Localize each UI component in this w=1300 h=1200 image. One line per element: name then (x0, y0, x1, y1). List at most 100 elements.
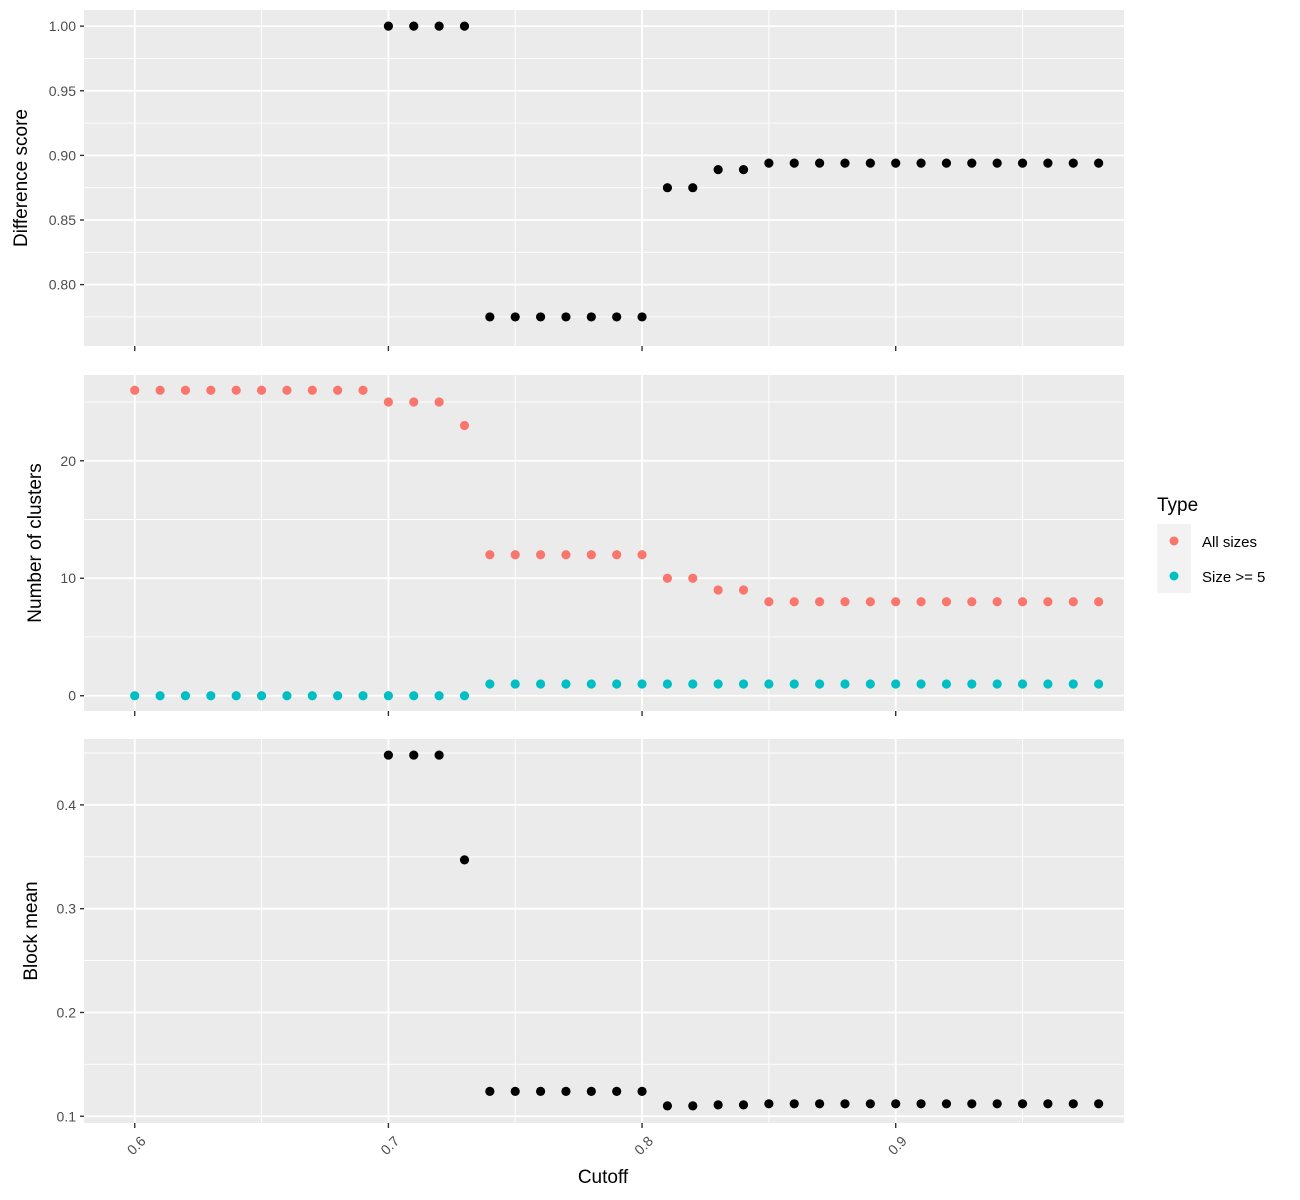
data-point (815, 158, 825, 168)
data-point (865, 158, 875, 168)
x-tick-label: 0.6 (124, 1133, 149, 1158)
legend-key-background (1157, 524, 1191, 593)
data-point-size-5 (535, 679, 546, 689)
y-axis-ticks: 0 10 20 (60, 453, 84, 704)
data-point-size-5 (510, 679, 520, 689)
data-point-all-sizes (1068, 597, 1078, 607)
data-points (383, 750, 1104, 1111)
data-point-size-5 (688, 679, 698, 689)
data-point (738, 1100, 749, 1110)
data-point (535, 1086, 546, 1096)
data-point (510, 1086, 520, 1096)
data-point (434, 750, 444, 760)
data-point-all-sizes (688, 573, 698, 583)
y-axis-ticks: 0.80 0.85 0.90 0.95 1.00 (49, 18, 84, 293)
data-point (1068, 158, 1078, 168)
data-point (1017, 1099, 1028, 1109)
data-point (713, 165, 723, 175)
data-point (561, 1086, 571, 1096)
data-point (840, 158, 850, 168)
data-point-all-sizes (510, 550, 520, 560)
y-axis-ticks: 0.1 0.2 0.3 0.4 (57, 797, 84, 1124)
y-tick-label: 1.00 (49, 18, 76, 34)
data-point-all-sizes (561, 550, 571, 560)
x-tick-label: 0.9 (885, 1133, 910, 1158)
data-point-all-sizes (282, 385, 292, 395)
data-point (1068, 1099, 1078, 1109)
data-point-size-5 (637, 679, 647, 689)
data-point-all-sizes (333, 385, 343, 395)
data-point-all-sizes (789, 597, 799, 607)
data-point (1043, 1099, 1053, 1109)
data-point-size-5 (1043, 679, 1053, 689)
data-point (738, 165, 749, 175)
data-point-size-5 (1068, 679, 1078, 689)
y-tick-label: 0.1 (57, 1108, 77, 1124)
data-point (459, 855, 470, 865)
data-point-all-sizes (485, 550, 495, 560)
data-point (992, 1099, 1002, 1109)
data-point-size-5 (789, 679, 799, 689)
data-point-size-5 (840, 679, 850, 689)
y-tick-label: 0.95 (49, 83, 76, 99)
data-point-size-5 (967, 679, 977, 689)
y-tick-label: 0.90 (49, 147, 76, 163)
data-point-size-5 (409, 691, 419, 701)
data-point-size-5 (358, 691, 368, 701)
y-tick-label: 0.3 (57, 901, 77, 917)
x-axis-title: Cutoff (578, 1167, 629, 1188)
gridlines (84, 10, 1124, 346)
data-point-size-5 (662, 679, 673, 689)
data-point-all-sizes (434, 397, 444, 407)
data-point (662, 1101, 673, 1111)
y-tick-label: 0.4 (57, 797, 77, 813)
data-point (561, 312, 571, 322)
data-point-all-sizes (383, 397, 393, 407)
data-point (815, 1099, 825, 1109)
data-point-all-sizes (180, 385, 191, 395)
data-point-all-sizes (992, 597, 1002, 607)
data-point (992, 158, 1002, 168)
data-point-size-5 (916, 679, 926, 689)
data-point (409, 750, 419, 760)
legend-key-all-sizes (1169, 536, 1179, 546)
data-points (383, 21, 1104, 322)
data-point-size-5 (764, 679, 774, 689)
data-point-size-5 (992, 679, 1002, 689)
data-point (662, 183, 673, 193)
x-axis-ticks (134, 1123, 897, 1128)
data-point-all-sizes (459, 420, 470, 431)
data-point-all-sizes (916, 597, 926, 607)
data-point-all-sizes (967, 597, 977, 607)
data-point (941, 158, 952, 168)
data-point-all-sizes (256, 385, 267, 395)
data-point-size-5 (383, 691, 393, 701)
data-point-size-5 (130, 691, 140, 701)
data-point (764, 158, 774, 168)
data-point-size-5 (561, 679, 571, 689)
x-tick-label: 0.8 (631, 1133, 656, 1158)
data-point-all-sizes (409, 397, 419, 407)
panel-background (84, 10, 1124, 346)
y-axis-title: Number of clusters (25, 463, 46, 622)
panel-block-mean: 0.1 0.2 0.3 0.4 Block mean (21, 739, 1124, 1128)
data-point (612, 312, 622, 322)
panel-background (84, 739, 1124, 1123)
x-axis-ticks (134, 346, 897, 351)
data-point (510, 312, 520, 322)
data-point (891, 1099, 901, 1109)
data-point-size-5 (586, 679, 596, 689)
data-point-all-sizes (865, 597, 875, 607)
legend-title: Type (1157, 495, 1198, 516)
y-tick-label: 0.85 (49, 212, 76, 228)
legend-label-all-sizes: All sizes (1202, 534, 1257, 551)
data-point (967, 158, 977, 168)
data-point-all-sizes (586, 550, 596, 560)
data-point-size-5 (180, 691, 191, 701)
data-point-size-5 (155, 691, 165, 701)
x-tick-labels: 0.6 0.7 0.8 0.9 (124, 1133, 910, 1158)
data-point-all-sizes (612, 550, 622, 560)
data-point (688, 183, 698, 193)
data-point-size-5 (941, 679, 952, 689)
